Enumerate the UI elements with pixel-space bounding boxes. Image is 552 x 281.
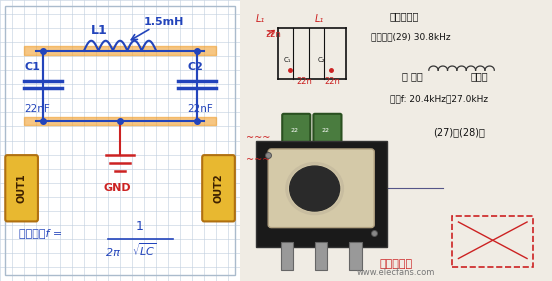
FancyBboxPatch shape (282, 114, 310, 150)
Bar (315, 242, 327, 270)
Circle shape (290, 166, 339, 211)
Text: 频率f: 20.4kHz－27.0kHz: 频率f: 20.4kHz－27.0kHz (390, 94, 488, 103)
Text: 单平线圈(29) 30.8kHz: 单平线圈(29) 30.8kHz (371, 32, 451, 41)
Bar (256, 140, 387, 247)
Text: 22n: 22n (296, 77, 312, 86)
Text: ~~~: ~~~ (246, 155, 270, 165)
Text: 1: 1 (135, 220, 143, 234)
Text: 谐振频率f =: 谐振频率f = (19, 228, 62, 238)
Text: C₂: C₂ (318, 57, 326, 63)
Text: 22nF: 22nF (187, 105, 213, 114)
Text: L1: L1 (91, 24, 108, 37)
Text: 电子发烧友: 电子发烧友 (379, 259, 413, 269)
Text: C₁: C₁ (284, 57, 291, 63)
Text: 最低位: 最低位 (471, 71, 489, 81)
Bar (452, 216, 533, 267)
FancyBboxPatch shape (314, 114, 342, 150)
FancyBboxPatch shape (268, 149, 374, 228)
Text: C1: C1 (24, 62, 40, 72)
Text: GND: GND (103, 183, 131, 193)
Text: ~~~: ~~~ (246, 133, 270, 142)
Text: C2: C2 (187, 62, 203, 72)
FancyBboxPatch shape (6, 155, 38, 221)
Text: $\sqrt{LC}$: $\sqrt{LC}$ (132, 241, 157, 258)
Text: 1.5mH: 1.5mH (144, 17, 184, 27)
Text: OUT1: OUT1 (17, 173, 26, 203)
Text: 22nF: 22nF (24, 105, 50, 114)
Text: L₁: L₁ (315, 15, 324, 24)
Text: 最 高位: 最 高位 (402, 71, 423, 81)
Text: 2π: 2π (105, 248, 123, 258)
FancyBboxPatch shape (202, 155, 235, 221)
Text: 22: 22 (290, 128, 298, 133)
Bar (24, 46, 216, 55)
Text: 22n: 22n (325, 77, 340, 86)
Text: 谐振初位联: 谐振初位联 (390, 12, 419, 22)
Text: www.elecfans.com: www.elecfans.com (357, 268, 435, 277)
Bar (24, 117, 216, 125)
Text: 22n: 22n (265, 30, 281, 38)
Text: OUT2: OUT2 (214, 173, 224, 203)
Text: 22: 22 (321, 128, 329, 133)
Bar (349, 242, 362, 270)
Bar (280, 242, 293, 270)
Text: L₁: L₁ (256, 15, 265, 24)
Text: (27)－(28)－: (27)－(28)－ (433, 127, 485, 137)
